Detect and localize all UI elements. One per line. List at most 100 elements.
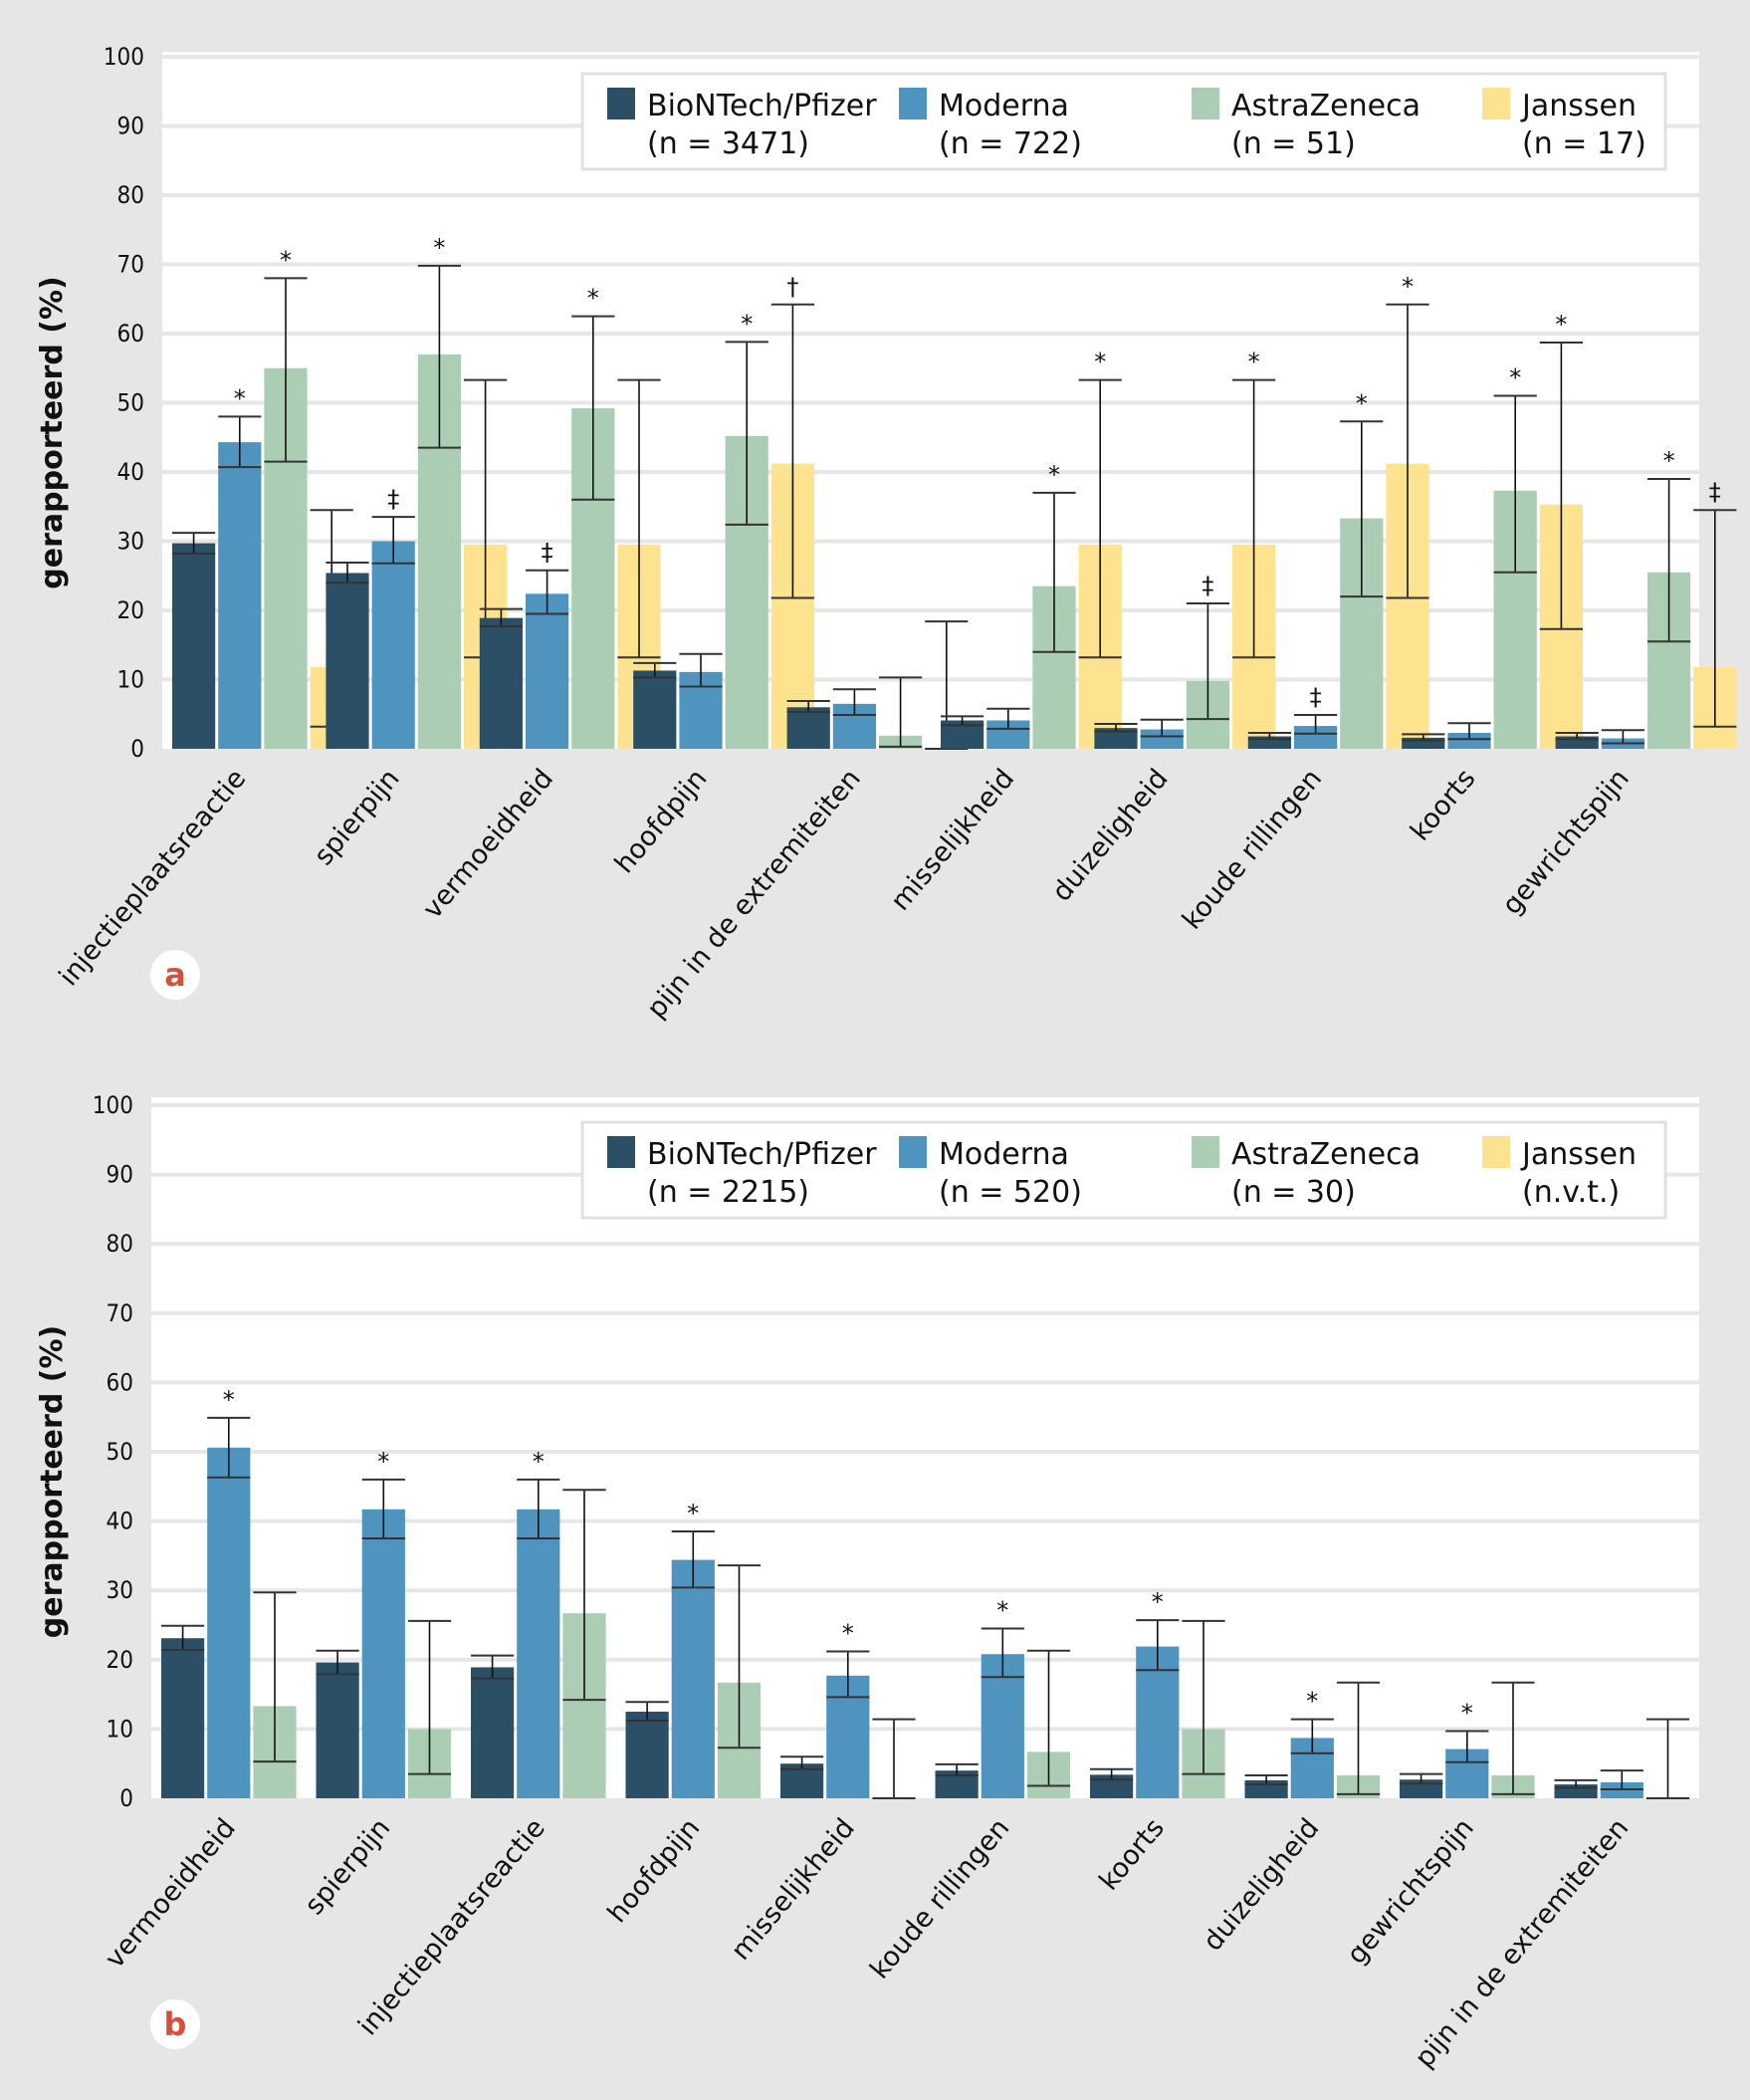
significance-marker: * [433, 234, 445, 262]
y-tick-label: 20 [107, 1646, 133, 1674]
y-tick-label: 20 [117, 596, 144, 624]
y-tick-label: 50 [117, 389, 144, 417]
legend-n: (n.v.t.) [1522, 1175, 1620, 1210]
significance-marker: * [741, 310, 753, 338]
bar [326, 573, 369, 749]
significance-marker: * [223, 1386, 235, 1414]
significance-marker: * [377, 1448, 389, 1476]
bar [1600, 1781, 1643, 1798]
significance-marker: * [1555, 311, 1567, 339]
legend-label: Moderna [939, 1137, 1069, 1172]
significance-marker: * [1094, 349, 1106, 376]
legend-swatch [607, 88, 635, 119]
significance-marker: * [842, 1619, 854, 1647]
bar [1094, 728, 1138, 749]
bar [161, 1638, 205, 1798]
bar [517, 1509, 560, 1798]
y-tick-label: 30 [107, 1576, 133, 1604]
legend-swatch [899, 1136, 927, 1168]
bar [207, 1447, 251, 1798]
y-tick-label: 30 [117, 528, 144, 556]
bar [1090, 1774, 1134, 1798]
legend-swatch [1192, 1136, 1219, 1168]
legend-label: AstraZeneca [1231, 89, 1421, 123]
legend-swatch [899, 88, 927, 119]
y-tick-label: 60 [117, 320, 144, 348]
legend-label: BioNTech/Pfizer [647, 1137, 877, 1172]
significance-marker: ‡ [1709, 478, 1721, 506]
significance-marker: ‡ [1310, 683, 1322, 711]
significance-marker: * [1152, 1588, 1164, 1616]
legend-n: (n = 2215) [647, 1175, 809, 1210]
legend-n: (n = 51) [1231, 126, 1356, 161]
bar [981, 1654, 1024, 1798]
panel-label-circle [150, 950, 200, 1000]
significance-marker: * [1461, 1699, 1473, 1727]
bar [625, 1712, 669, 1798]
legend-swatch [1482, 1136, 1510, 1168]
bar [361, 1509, 405, 1798]
legend-n: (n = 17) [1522, 126, 1646, 161]
panel-label: b [164, 2005, 187, 2043]
y-tick-label: 70 [117, 251, 144, 279]
bar [172, 543, 216, 749]
panel-label-circle [150, 1999, 200, 2049]
significance-marker: * [1248, 349, 1260, 376]
legend-label: AstraZeneca [1231, 1137, 1421, 1172]
significance-marker: * [1048, 461, 1060, 489]
y-tick-label: 80 [117, 181, 144, 209]
y-axis-label: gerapporteerd (%) [35, 1325, 70, 1638]
legend-label: BioNTech/Pfizer [647, 89, 877, 123]
significance-marker: * [1663, 447, 1675, 475]
legend: BioNTech/Pfizer(n = 2215) Moderna(n = 520… [580, 1120, 1667, 1220]
y-tick-label: 70 [107, 1299, 133, 1327]
significance-marker: ‡ [1202, 572, 1213, 599]
significance-marker: * [996, 1596, 1008, 1624]
significance-marker: * [533, 1448, 545, 1476]
significance-marker: * [1402, 273, 1414, 301]
significance-marker: ‡ [387, 485, 399, 513]
bar [1447, 733, 1491, 749]
panel-label: a [164, 956, 186, 994]
significance-marker: † [786, 273, 798, 301]
bar [479, 617, 523, 749]
legend-label: Janssen [1520, 1137, 1637, 1172]
bar [633, 670, 677, 749]
bar [471, 1667, 515, 1798]
significance-marker: * [1509, 364, 1521, 392]
y-tick-label: 50 [107, 1438, 133, 1466]
legend-n: (n = 30) [1231, 1175, 1356, 1210]
bar [671, 1559, 715, 1798]
significance-marker: * [587, 285, 599, 313]
significance-marker: ‡ [542, 539, 553, 567]
y-tick-label: 90 [117, 113, 144, 140]
y-tick-label: 80 [107, 1230, 133, 1258]
bar [786, 707, 830, 749]
bar [316, 1662, 359, 1798]
bar [1294, 726, 1338, 749]
panel-b-chart: 0 10 20 30 40 50 60 70 80 90 100 gerapporteerd (%) *… [35, 1091, 1699, 2074]
legend-swatch [1192, 88, 1219, 119]
y-tick-label: 40 [117, 458, 144, 486]
legend-n: (n = 722) [939, 126, 1082, 161]
legend-swatch [1482, 88, 1510, 119]
significance-marker: * [280, 246, 292, 274]
y-tick-label: 90 [107, 1161, 133, 1189]
legend-swatch [607, 1136, 635, 1168]
y-tick-label: 100 [104, 43, 144, 71]
y-tick-label: 40 [107, 1508, 133, 1535]
bar [1140, 729, 1184, 749]
y-tick-label: 0 [119, 1784, 133, 1812]
y-tick-label: 60 [107, 1368, 133, 1396]
significance-marker: * [687, 1500, 699, 1527]
significance-marker: * [234, 384, 246, 412]
legend-label: Moderna [939, 89, 1069, 123]
bar [218, 442, 262, 749]
significance-marker: * [1306, 1688, 1318, 1716]
legend-n: (n = 3471) [647, 126, 809, 161]
y-axis-label: gerapporteerd (%) [35, 276, 70, 588]
y-tick-label: 100 [93, 1091, 133, 1119]
bar [1402, 737, 1445, 749]
y-tick-label: 10 [117, 666, 144, 694]
